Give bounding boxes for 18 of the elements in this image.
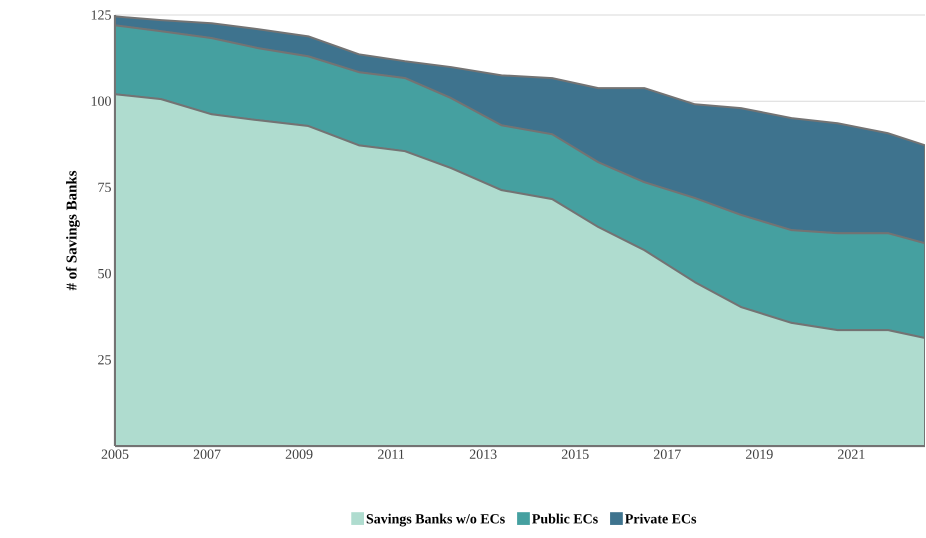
x-tick-label: 2021 <box>838 450 864 459</box>
x-tick-label: 2005 <box>102 450 128 459</box>
y-tick-label: 75 <box>98 182 111 192</box>
legend-label: Savings Banks w/o ECs <box>366 514 505 526</box>
x-tick-label: 2015 <box>562 450 589 459</box>
y-tick-label: 25 <box>98 355 111 364</box>
y-tick-label: 125 <box>92 10 111 20</box>
legend-label: Private ECs <box>625 514 696 524</box>
x-tick-label: 2007 <box>194 450 221 459</box>
x-tick-label: 2009 <box>286 450 312 459</box>
legend-label: Public ECs <box>532 514 598 524</box>
y-tick-label: 100 <box>92 96 111 106</box>
y-tick-label: 50 <box>98 268 111 278</box>
x-tick-label: 2011 <box>378 450 404 459</box>
x-tick-label: 2017 <box>654 450 681 459</box>
y-axis-title: # of Savings Banks <box>66 170 80 290</box>
x-tick-label: 2019 <box>746 450 773 459</box>
x-tick-label: 2013 <box>470 450 497 459</box>
